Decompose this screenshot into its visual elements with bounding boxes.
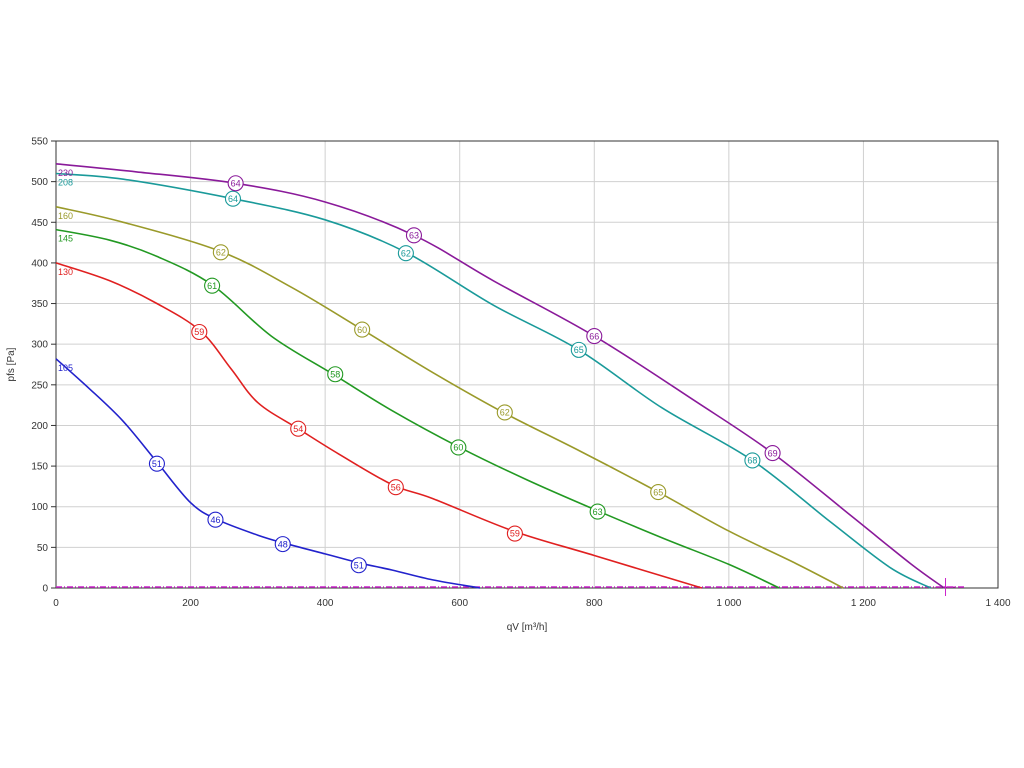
series-name-label: 230 [58,168,73,178]
sound-level-label: 58 [330,369,340,379]
series-name-label: 145 [58,234,73,244]
series-130: 130 59 54 56 59 [55,262,703,589]
x-tick-label: 1 200 [851,598,876,609]
sound-level-label: 63 [593,507,603,517]
axis-ticks: 0 200 400 600 800 1 000 1 200 1 400 0 50 100 150 200… [31,137,1011,610]
x-axis-label: qV [m³/h] [507,622,548,633]
sound-level-marker [148,455,165,472]
plot-frame [55,140,999,589]
sound-level-marker [204,277,221,294]
sound-level-label: 62 [401,248,411,258]
sound-level-marker [387,479,404,496]
sound-level-marker [207,511,224,528]
sound-level-marker [350,557,367,574]
sound-level-marker [354,321,371,338]
sound-level-label: 64 [228,194,238,204]
sound-level-marker [227,175,244,192]
y-tick-label: 450 [31,218,48,229]
series-105: 105 51 46 48 51 [55,358,481,589]
y-tick-label: 500 [31,177,48,188]
series-line [55,358,481,589]
y-tick-label: 300 [31,340,48,351]
sound-level-marker [405,227,423,244]
sound-level-label: 62 [216,248,226,258]
sound-level-label: 51 [152,459,162,469]
sound-level-label: 56 [391,482,401,492]
x-tick-label: 0 [53,598,59,609]
sound-level-label: 65 [574,345,584,355]
sound-level-marker [764,445,781,462]
sound-level-label: 59 [194,327,204,337]
x-tick-label: 1 400 [985,598,1010,609]
sound-level-label: 54 [293,424,303,434]
sound-level-marker [650,484,667,501]
series-name-label: 105 [58,363,73,373]
sound-level-label: 51 [354,560,364,570]
sound-level-label: 69 [768,448,778,458]
series-line [55,228,780,589]
sound-level-marker [496,404,513,421]
series-line [55,262,703,589]
x-tick-label: 1 000 [716,598,741,609]
y-tick-label: 100 [31,502,48,513]
y-tick-label: 250 [31,380,48,391]
sound-level-label: 60 [357,325,367,335]
y-axis-label: pfs [Pa] [6,347,17,381]
sound-level-label: 65 [653,487,663,497]
series-name-label: 208 [58,178,73,188]
series-line [55,163,945,589]
y-tick-label: 550 [31,137,48,148]
sound-level-label: 68 [747,456,757,466]
y-tick-label: 0 [42,584,48,595]
sound-level-label: 62 [500,408,510,418]
sound-level-label: 61 [207,281,217,291]
series-230: 230 64 63 66 69 [55,163,945,589]
x-tick-label: 800 [586,598,603,609]
sound-level-label: 64 [231,178,241,188]
sound-level-label: 63 [409,230,419,240]
sound-level-marker [224,190,242,207]
sound-level-marker [212,244,229,261]
x-tick-label: 400 [317,598,334,609]
sound-level-marker [589,503,606,520]
sound-level-label: 59 [510,529,520,539]
x-tick-label: 600 [451,598,468,609]
x-tick-label: 200 [182,598,199,609]
y-tick-label: 200 [31,421,48,432]
y-tick-label: 150 [31,462,48,473]
sound-level-marker [570,341,587,358]
sound-level-label: 60 [453,443,463,453]
series-line [55,172,932,589]
series-208: 208 64 62 65 68 [55,172,932,589]
series-name-label: 130 [58,267,73,277]
series-line [55,206,844,589]
series-160: 160 62 60 62 65 [55,206,844,589]
sound-level-marker [506,525,523,542]
sound-level-label: 66 [589,331,599,341]
series-145: 145 61 58 60 63 [55,228,780,589]
series-layer: 105 51 46 48 51 130 59 54 56 59 145 61 58 60 63 160 62 60… [55,163,945,589]
sound-level-label: 46 [210,515,220,525]
sound-level-marker [327,366,344,383]
sound-level-label: 48 [278,539,288,549]
sound-level-marker [191,323,208,341]
series-name-label: 160 [58,211,73,221]
y-tick-label: 350 [31,299,48,310]
sound-level-marker [274,536,291,553]
sound-level-marker [450,439,467,456]
sound-level-marker [290,420,307,437]
sound-level-marker [744,452,761,469]
sound-level-marker [397,245,414,262]
y-tick-label: 400 [31,258,48,269]
zero-baseline [56,578,965,596]
sound-level-marker [586,328,603,345]
y-tick-label: 50 [37,543,49,554]
